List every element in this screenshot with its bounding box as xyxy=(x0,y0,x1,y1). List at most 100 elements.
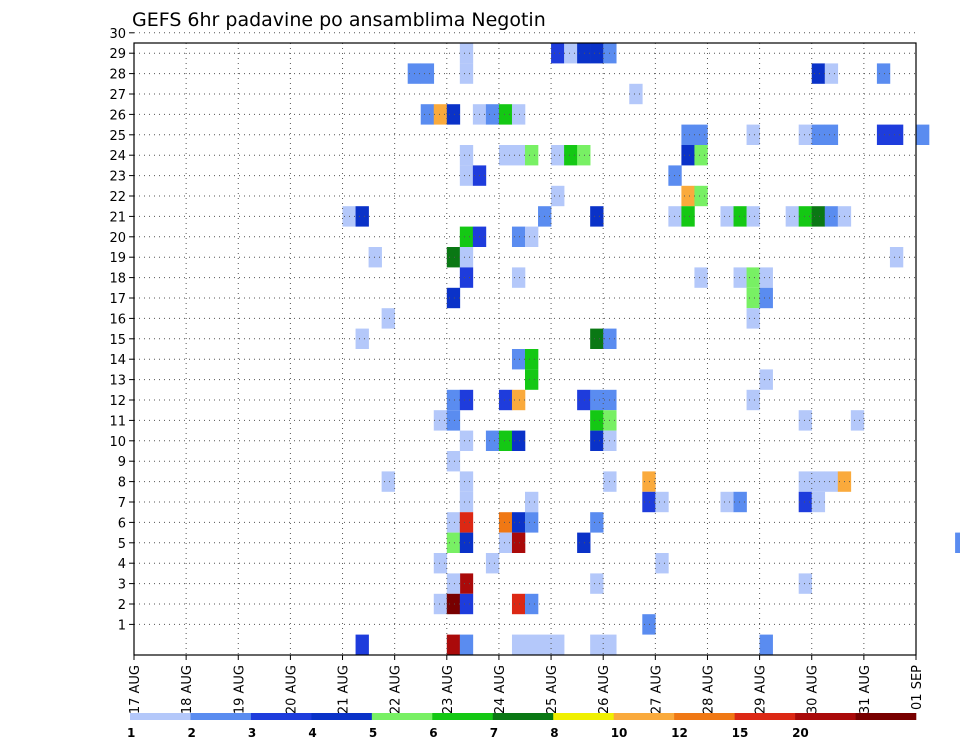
y-tick-label: 1 xyxy=(118,618,126,633)
heatmap-cell xyxy=(798,206,813,227)
heatmap-cell xyxy=(681,145,695,166)
heatmap-cell xyxy=(485,104,500,125)
y-tick-label: 3 xyxy=(118,578,126,593)
heatmap-cell xyxy=(824,206,839,227)
y-tick-label: 22 xyxy=(109,190,126,205)
heatmap-cell xyxy=(577,532,591,553)
heatmap-cell xyxy=(694,124,708,145)
y-tick-label: 21 xyxy=(109,210,126,225)
y-tick-label: 9 xyxy=(118,455,126,470)
heatmap-cell xyxy=(590,43,604,64)
x-tick-label: 21 AUG xyxy=(337,665,352,714)
heatmap-cell xyxy=(420,63,435,84)
heatmap-cell xyxy=(446,247,461,268)
y-tick-label: 26 xyxy=(109,108,126,123)
heatmap-cell xyxy=(498,389,513,411)
heatmap-cell xyxy=(603,634,617,655)
heatmap-cell xyxy=(511,226,526,247)
heatmap-cell xyxy=(733,267,747,288)
heatmap-cell xyxy=(746,308,760,329)
x-tick-label: 01 SEP xyxy=(910,665,925,710)
heatmap-cell xyxy=(446,532,461,553)
heatmap-cell xyxy=(889,247,904,268)
heatmap-cell xyxy=(955,532,960,553)
heatmap-cell xyxy=(459,430,474,451)
heatmap-cell xyxy=(525,593,539,615)
y-tick-label: 30 xyxy=(109,27,126,42)
colorbar-legend: 1 2 3 4 5 6 7 8 10 12 15 20 xyxy=(127,713,917,740)
heatmap-cell xyxy=(485,430,500,451)
heatmap-cell xyxy=(433,553,448,574)
heatmap-cell xyxy=(498,104,513,125)
heatmap-cell xyxy=(681,124,695,145)
heatmap-cell xyxy=(446,104,461,125)
heatmap-cell xyxy=(590,328,604,349)
heatmap-cell xyxy=(459,532,474,553)
colorbar-segment xyxy=(371,713,433,720)
heatmap-cell xyxy=(446,389,461,411)
heatmap-cell xyxy=(590,634,604,655)
colorbar-label: 20 xyxy=(792,726,809,740)
x-tick-label: 17 AUG xyxy=(128,665,143,714)
heatmap-cell xyxy=(811,491,826,513)
heatmap-cell xyxy=(459,226,474,247)
heatmap-cell xyxy=(642,614,656,635)
colorbar-label: 12 xyxy=(671,726,688,740)
y-tick-label: 12 xyxy=(109,394,126,409)
heatmap-cell xyxy=(785,206,799,227)
colorbar-label: 6 xyxy=(429,726,437,740)
heatmap-cell xyxy=(694,145,708,166)
chart-title: GEFS 6hr padavine po ansamblima Negotin xyxy=(132,9,546,31)
heatmap-cell xyxy=(746,267,760,288)
y-tick-label: 14 xyxy=(109,353,126,368)
chart-grid xyxy=(134,32,916,655)
heatmap-cell xyxy=(811,63,826,84)
heatmap-cell xyxy=(746,389,760,411)
heatmap-cell xyxy=(511,593,526,615)
heatmap-cell xyxy=(655,553,669,574)
colorbar-label: 7 xyxy=(490,726,498,740)
y-tick-label: 20 xyxy=(109,231,126,246)
heatmap-cell xyxy=(459,573,474,594)
y-tick-label: 28 xyxy=(109,68,126,83)
y-tick-label: 18 xyxy=(109,272,126,287)
y-tick-label: 2 xyxy=(118,598,126,613)
heatmap-cell xyxy=(668,165,682,186)
y-tick-label: 5 xyxy=(118,537,126,552)
heatmap-cell xyxy=(590,512,604,533)
heatmap-cell xyxy=(798,491,813,513)
heatmap-cell xyxy=(551,145,565,166)
x-tick-label: 28 AUG xyxy=(701,665,716,714)
heatmap-cell xyxy=(694,267,708,288)
heatmap-cell xyxy=(798,410,813,431)
heatmap-cell xyxy=(420,104,435,125)
colorbar-label: 10 xyxy=(611,726,628,740)
heatmap-cell xyxy=(746,124,760,145)
y-tick-label: 24 xyxy=(109,149,126,164)
heatmap-cell xyxy=(564,145,578,166)
colorbar-segment xyxy=(250,713,312,720)
heatmap-cell xyxy=(511,634,526,655)
heatmap-cell xyxy=(642,471,656,492)
heatmap-cell xyxy=(433,593,448,615)
colorbar-segment xyxy=(190,713,252,720)
heatmap-cell xyxy=(798,471,813,492)
x-tick-label: 27 AUG xyxy=(649,665,664,714)
y-tick-label: 17 xyxy=(109,292,126,307)
colorbar-label: 1 xyxy=(127,726,135,740)
x-tick-label: 18 AUG xyxy=(180,665,195,714)
heatmap-cell xyxy=(551,634,565,655)
heatmap-cell xyxy=(459,63,474,84)
heatmap-cell xyxy=(746,206,760,227)
heatmap-cell xyxy=(720,206,734,227)
heatmap-cell xyxy=(590,410,604,431)
heatmap-cell xyxy=(590,206,604,227)
heatmap-cell xyxy=(511,145,526,166)
heatmap-cell xyxy=(459,145,474,166)
heatmap-cell xyxy=(720,491,734,513)
colorbar-segment xyxy=(130,713,191,720)
heatmap-cell xyxy=(525,491,539,513)
colorbar-segment xyxy=(311,713,373,720)
y-tick-label: 23 xyxy=(109,170,126,185)
